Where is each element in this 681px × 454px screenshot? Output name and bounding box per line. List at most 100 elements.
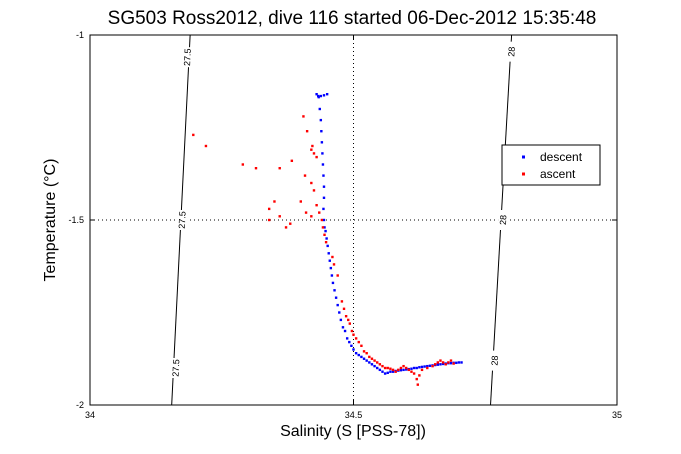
ascent-point [304,211,308,214]
ascent-point [394,370,397,373]
ascent-point [310,148,313,151]
isopycnal-label: 28 [506,46,517,57]
descent-point [381,370,384,373]
descent-point [323,226,326,229]
descent-point [321,163,325,166]
x-tick-label: 34 [85,410,95,420]
descent-point [441,362,445,366]
ascent-point [386,366,389,370]
descent-point [322,185,326,188]
ascent-point [299,200,302,203]
descent-point [318,107,321,111]
chart-title: SG503 Ross2012, dive 116 started 06-Dec-… [108,8,597,29]
ascent-point [342,307,346,310]
ascent-point [357,340,360,344]
ascent-point [447,361,450,364]
ascent-point [204,144,208,148]
descent-point [334,296,338,299]
descent-point [460,361,463,364]
descent-point [402,368,405,372]
ascent-point [254,167,258,170]
isopycnal-label-bg [182,47,193,68]
descent-point [350,344,353,347]
descent-point [357,353,360,357]
descent-point [336,303,339,307]
descent-point [378,368,382,372]
ascent-point [365,352,368,355]
ascent-point [449,359,453,362]
ascent-point [415,377,418,381]
ascent-point [241,163,245,166]
y-axis-label: Temperature (°C) [42,159,59,282]
ascent-point [305,130,309,133]
x-axis-label: Salinity (S [PSS-78]) [280,423,426,440]
ascent-point [340,300,344,303]
legend-label-descent: descent [540,150,583,164]
descent-point [405,368,408,371]
descent-point [362,357,366,360]
descent-point [423,365,426,368]
legend-marker-ascent [522,172,525,176]
descent-point [338,311,341,314]
descent-point [321,152,324,155]
descent-point [328,259,331,262]
ascent-point [444,363,447,366]
ascent-point [439,359,442,362]
descent-point [320,141,324,144]
descent-point [383,372,387,375]
descent-point [426,364,429,368]
ascent-point [383,366,387,370]
ascent-point [441,361,445,364]
ascent-point [290,159,294,162]
isopycnal-label: 27.5 [182,48,193,66]
x-tick-label: 34.5 [345,410,363,420]
legend: descent ascent [501,144,601,186]
legend-label-ascent: ascent [540,167,576,181]
data-points [192,93,463,386]
ascent-point [420,368,424,372]
ascent-point [397,368,400,372]
descent-point [322,94,326,97]
isopycnal-label: 28 [498,215,509,226]
ascent-point [347,318,350,322]
ascent-point [315,155,318,159]
descent-point [439,363,442,366]
ascent-point [318,211,321,214]
descent-point [331,281,335,285]
descent-point [325,93,329,96]
descent-point [399,369,403,372]
ascent-point [376,361,379,364]
ascent-point [399,366,403,370]
descent-point [343,329,347,333]
descent-point [373,364,376,368]
descent-point [420,365,424,369]
descent-point [320,130,323,133]
ascent-point [310,181,313,185]
descent-point [317,95,320,99]
isopycnal-label-bg [498,210,509,230]
isopycnal-lines: 27.5 27.5 27.5 28 28 28 [170,34,517,406]
isopycnal-label-bg [489,350,500,371]
descent-point [322,196,326,199]
ascent-point [436,361,440,364]
ascent-point [267,218,271,222]
x-tick-label: 35 [612,410,622,420]
ascent-point [378,363,382,366]
ascent-point [350,329,354,333]
ascent-point [368,355,371,359]
ascent-point [407,368,411,372]
descent-point [345,337,349,340]
isopycnal-label: 28 [489,355,500,366]
ascent-point [321,226,325,229]
descent-point [322,174,325,177]
descent-point [352,348,355,351]
descent-point [370,363,374,366]
ascent-point [332,263,336,266]
ascent-point [192,133,195,137]
descent-point [319,94,323,98]
descent-point [326,244,329,248]
legend-box [501,144,601,186]
descent-point [322,207,325,211]
ascent-point [381,364,384,368]
ascent-point [315,204,318,207]
